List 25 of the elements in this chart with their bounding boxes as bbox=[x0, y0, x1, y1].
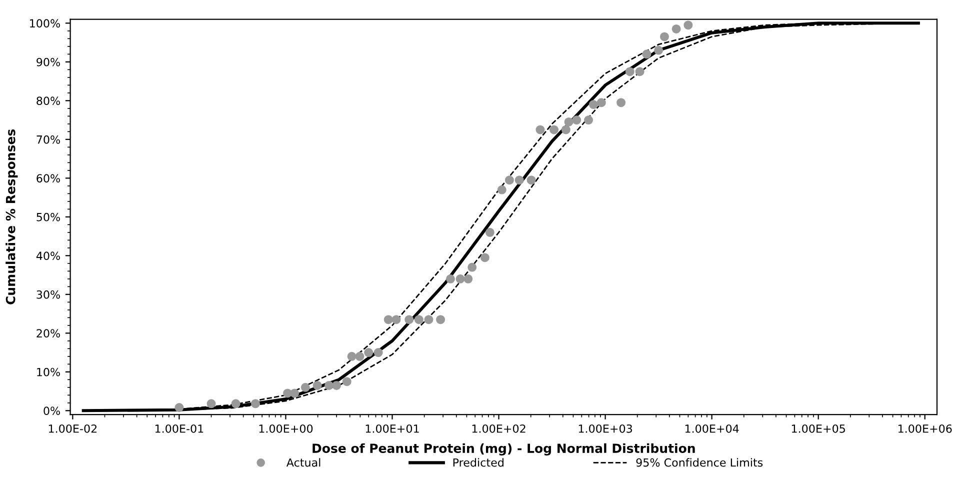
x-tick-label: 1.00E+06 bbox=[898, 424, 952, 433]
x-tick-label: 1.00E+04 bbox=[685, 424, 739, 433]
legend-label: 95% Confidence Limits bbox=[636, 458, 763, 467]
x-tick-label: 1.00E+05 bbox=[792, 424, 845, 433]
x-tick-label: 1.00E+00 bbox=[259, 424, 313, 433]
y-tick-label: 90% bbox=[36, 58, 60, 66]
y-tick-label: 70% bbox=[36, 135, 60, 144]
y-tick-label: 20% bbox=[36, 329, 60, 338]
x-tick-label: 1.00E-01 bbox=[155, 424, 204, 433]
y-tick-label: 40% bbox=[36, 252, 60, 260]
x-axis-title: Dose of Peanut Protein (mg) - Log Normal Distribution bbox=[312, 443, 695, 456]
x-tick-label: 1.00E+03 bbox=[578, 424, 632, 433]
y-tick-label: 30% bbox=[36, 290, 60, 299]
x-tick-label: 1.00E+02 bbox=[472, 424, 526, 433]
y-tick-label: 100% bbox=[30, 19, 60, 28]
legend-label: Predicted bbox=[453, 458, 504, 467]
y-tick-label: 50% bbox=[36, 212, 60, 222]
y-axis-title: Cumulative % Responses bbox=[6, 129, 18, 304]
y-tick-label: 0% bbox=[44, 406, 60, 416]
y-tick-label: 80% bbox=[36, 96, 60, 106]
x-tick-label: 1.00E-02 bbox=[48, 424, 97, 433]
x-tick-label: 1.00E+01 bbox=[366, 424, 419, 433]
legend-label: Actual bbox=[286, 458, 320, 467]
y-tick-label: 10% bbox=[37, 368, 60, 376]
y-tick-label: 60% bbox=[36, 174, 60, 183]
